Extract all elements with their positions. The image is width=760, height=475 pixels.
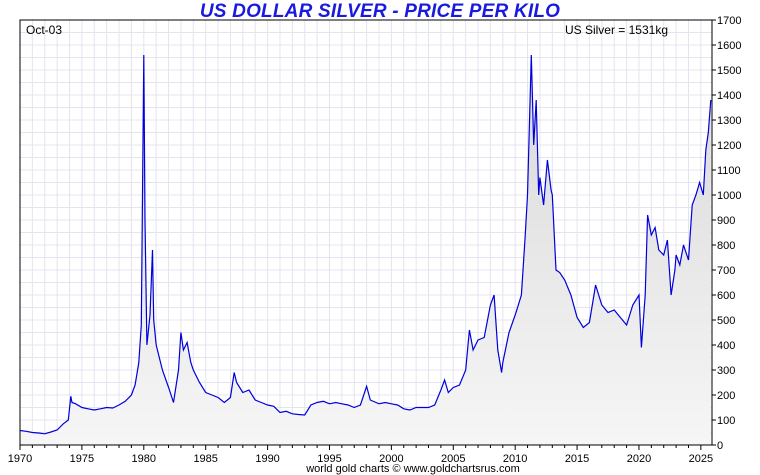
x-tick-label: 2020 <box>627 453 651 465</box>
price-line <box>19 54 712 435</box>
y-tick-label: 1100 <box>717 165 741 177</box>
y-tick-label: 600 <box>717 290 735 302</box>
x-tick-label: 2005 <box>441 453 465 465</box>
date-label: Oct-03 <box>26 23 62 37</box>
x-tick-label: 2025 <box>689 453 713 465</box>
y-axis: 0 100 200 300 400 500 600 700 800 900 1000 1100 1200… <box>712 15 741 452</box>
y-tick-label: 500 <box>717 315 735 327</box>
plot-border <box>19 19 713 446</box>
y-tick-label: 1500 <box>717 65 741 77</box>
x-tick-label: 1970 <box>8 453 32 465</box>
y-tick-label: 400 <box>717 340 735 352</box>
x-tick-label: 1985 <box>193 453 217 465</box>
x-tick-label: 2015 <box>565 453 589 465</box>
x-tick-label: 1980 <box>132 453 156 465</box>
chart-title: US DOLLAR SILVER - PRICE PER KILO <box>199 1 561 22</box>
y-tick-label: 300 <box>717 365 735 377</box>
y-tick-label: 100 <box>717 415 735 427</box>
y-tick-label: 1600 <box>717 40 741 52</box>
x-tick-label: 1995 <box>317 453 341 465</box>
y-tick-label: 900 <box>717 215 735 227</box>
price-area-fill <box>20 55 711 445</box>
y-tick-label: 200 <box>717 390 735 402</box>
x-axis: 1970 1975 1980 1985 1990 1995 2000 2005 2010 2015… <box>8 445 713 465</box>
x-tick-label: 1990 <box>255 453 279 465</box>
credit-text: world gold charts © www.goldchartsrus.co… <box>305 463 520 475</box>
y-tick-label: 700 <box>717 265 735 277</box>
y-tick-label: 1300 <box>717 115 741 127</box>
y-tick-label: 1000 <box>717 190 741 202</box>
y-tick-label: 0 <box>717 440 723 452</box>
x-tick-label: 2010 <box>503 453 527 465</box>
y-tick-label: 1700 <box>717 15 741 27</box>
y-tick-label: 1400 <box>717 90 741 102</box>
y-tick-label: 1200 <box>717 140 741 152</box>
x-tick-label: 2000 <box>379 453 403 465</box>
y-tick-label: 800 <box>717 240 735 252</box>
price-label: US Silver = 1531kg <box>565 23 668 37</box>
x-tick-label: 1975 <box>70 453 94 465</box>
